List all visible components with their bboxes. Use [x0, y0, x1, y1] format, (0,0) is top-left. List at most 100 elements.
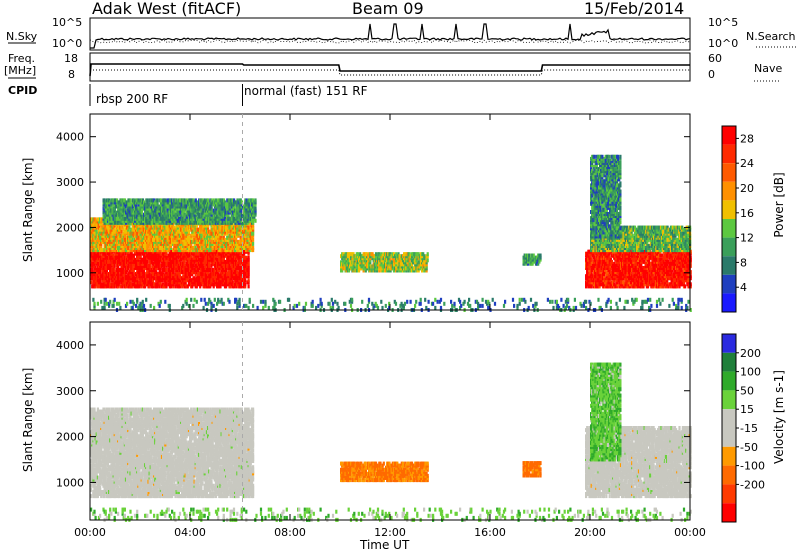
power-cell: [252, 246, 255, 250]
nsearch-label: N.Search: [746, 30, 796, 43]
power-cell: [151, 284, 155, 289]
power-cell: [208, 237, 211, 242]
power-cell: [172, 270, 175, 275]
power-cell: [360, 254, 363, 259]
power-cell: [100, 223, 103, 228]
power-cell: [118, 225, 121, 230]
power-cell: [108, 212, 111, 217]
power-cell: [109, 244, 112, 248]
power-cell: [182, 266, 185, 270]
power-cell: [91, 284, 94, 289]
power-cell: [121, 198, 124, 203]
nsky-tick-top: 10^5: [52, 16, 83, 29]
power-cell: [177, 223, 180, 228]
power-cell: [219, 284, 222, 289]
power-cell: [173, 225, 176, 230]
power-cell: [247, 274, 250, 279]
power-cell: [182, 237, 185, 242]
power-cell: [235, 202, 238, 207]
power-cell: [157, 255, 160, 260]
power-cell: [254, 202, 257, 207]
power-cell: [191, 259, 194, 264]
power-cell: [209, 255, 212, 260]
power-cell: [195, 282, 198, 287]
power-cell: [194, 214, 197, 219]
power-cell: [213, 259, 216, 264]
power-cell: [167, 248, 170, 253]
power-cell: [222, 253, 225, 258]
power-cell: [249, 233, 252, 238]
nsearch-tick-bottom: 10^0: [708, 37, 739, 50]
power-cell: [221, 198, 224, 203]
power-cell: [353, 260, 356, 265]
power-cell: [364, 252, 367, 257]
power-cell: [127, 284, 130, 289]
power-cell: [121, 284, 124, 289]
power-cell: [181, 202, 184, 207]
power-cell: [109, 227, 112, 232]
power-cell: [118, 239, 121, 244]
power-cell: [146, 229, 149, 234]
power-cell: [241, 253, 245, 258]
power-cell: [173, 210, 176, 215]
power-cell: [203, 253, 206, 258]
power-cell: [186, 272, 189, 277]
power-cell: [355, 252, 358, 257]
freq-panel: [89, 52, 691, 82]
power-cell: [127, 227, 130, 232]
power-cell: [172, 214, 175, 219]
power-cell: [177, 248, 180, 253]
power-cell: [195, 270, 198, 275]
power-cell: [155, 255, 158, 260]
power-cell: [201, 237, 204, 242]
power-cell: [146, 237, 149, 242]
power-cell: [150, 248, 153, 253]
power-cell: [100, 227, 103, 232]
power-cell: [100, 219, 103, 224]
power-cell: [99, 253, 102, 258]
power-cell: [146, 274, 149, 279]
power-cell: [99, 270, 102, 275]
power-cell: [236, 248, 239, 253]
power-cell: [164, 223, 167, 228]
power-cell: [97, 225, 101, 230]
power-cell: [168, 261, 171, 266]
power-cell: [378, 252, 381, 257]
power-cell: [212, 216, 215, 221]
power-cell: [177, 263, 180, 268]
power-cell: [244, 284, 247, 289]
power-cell: [146, 270, 149, 275]
power-cell: [224, 206, 227, 211]
power-cell: [174, 253, 177, 258]
power-cell: [117, 220, 120, 225]
freq-unit: [MHz]: [4, 64, 37, 77]
power-cell: [128, 253, 131, 258]
power-cell: [121, 208, 124, 213]
power-cell: [141, 270, 144, 275]
power-cell: [230, 212, 233, 217]
power-cell: [135, 204, 138, 209]
power-cell: [195, 223, 198, 228]
power-cell: [100, 284, 103, 289]
power-cell: [133, 248, 137, 253]
power-cell: [146, 263, 149, 268]
power-cell: [146, 266, 149, 270]
power-cell: [177, 280, 180, 285]
power-cell: [118, 248, 121, 253]
power-cell: [236, 253, 239, 258]
power-cell: [209, 280, 212, 285]
power-cell: [173, 255, 176, 260]
power-cell: [140, 284, 143, 289]
power-cell: [204, 223, 207, 228]
power-cell: [95, 244, 98, 248]
power-cell: [145, 202, 148, 207]
power-cell: [182, 274, 185, 279]
power-cell: [90, 248, 93, 253]
power-cell: [123, 233, 126, 238]
power-cell: [373, 258, 376, 263]
power-cell: [172, 284, 175, 289]
nsearch-tick-top: 10^5: [708, 16, 739, 29]
power-cell: [108, 202, 111, 207]
power-cell: [121, 225, 124, 230]
power-cell: [237, 253, 240, 258]
